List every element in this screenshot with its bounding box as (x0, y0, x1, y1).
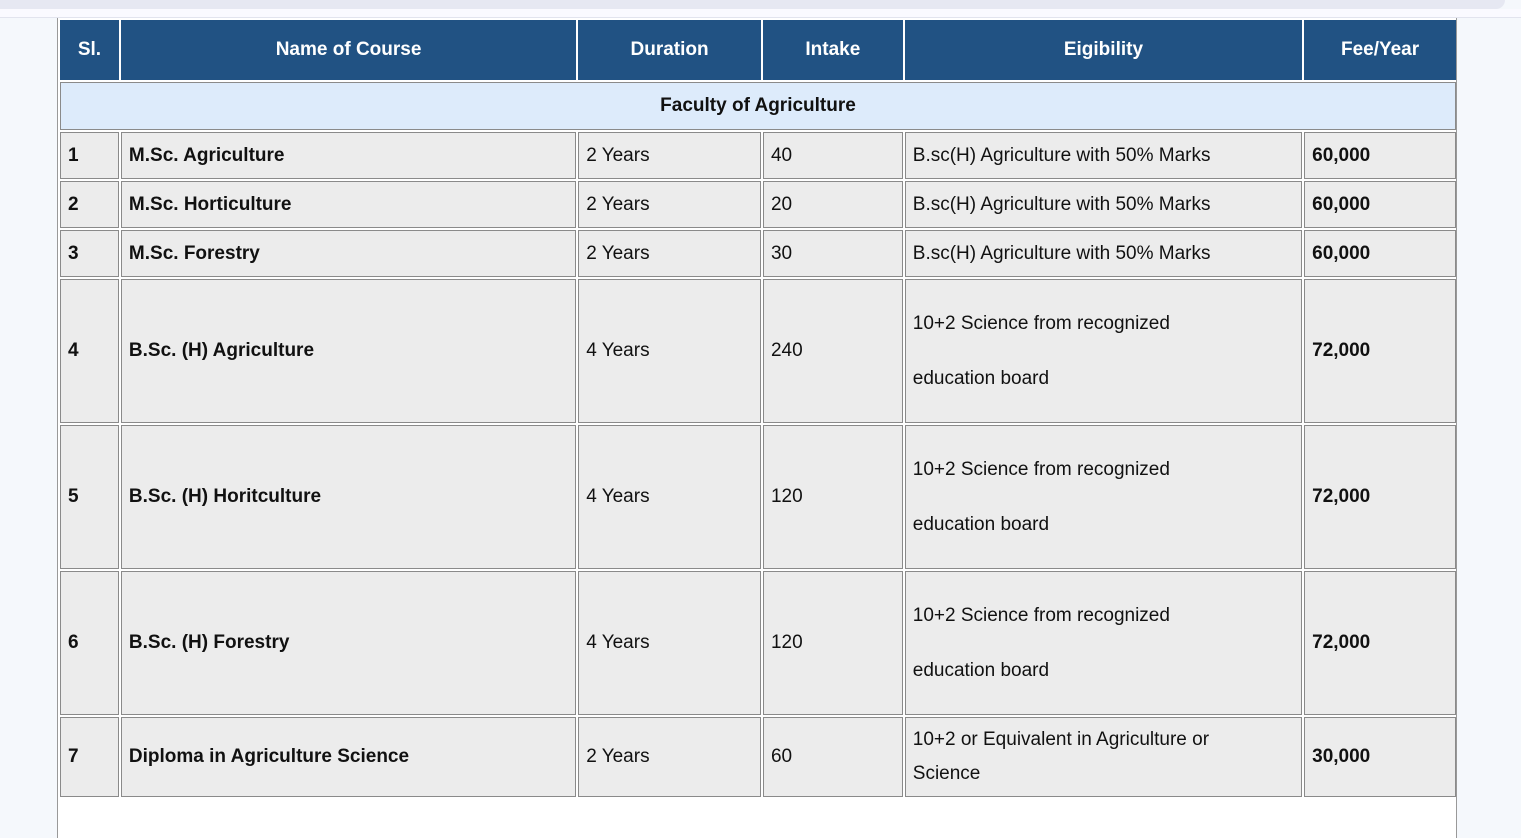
browser-top-bar (0, 0, 1505, 9)
cell-duration: 2 Years (578, 717, 761, 797)
header-sl: Sl. (60, 20, 119, 80)
eligibility-line: 10+2 Science from recognized (912, 605, 1170, 626)
cell-fee: 60,000 (1304, 181, 1456, 228)
table-row: 5 B.Sc. (H) Horitculture 4 Years 120 10+2 Sc… (60, 425, 1456, 569)
cell-duration: 2 Years (578, 181, 761, 228)
eligibility-line: education board (912, 368, 1050, 389)
table-container: Sl. Name of Course Duration Intake Eigib… (57, 18, 1457, 838)
cell-sl: 7 (60, 717, 119, 797)
cell-intake: 240 (762, 279, 903, 423)
cell-course-name: M.Sc. Agriculture (120, 132, 577, 179)
cell-intake: 30 (762, 230, 903, 277)
cell-fee: 60,000 (1304, 132, 1456, 179)
cell-fee: 60,000 (1304, 230, 1456, 277)
cell-course-name: B.Sc. (H) Forestry (120, 571, 577, 715)
cell-course-name: M.Sc. Horticulture (120, 181, 577, 228)
eligibility-line: education board (912, 514, 1050, 535)
cell-intake: 120 (762, 571, 903, 715)
cell-sl: 4 (60, 279, 119, 423)
cell-course-name: Diploma in Agriculture Science (120, 717, 577, 797)
table-header-row: Sl. Name of Course Duration Intake Eigib… (60, 20, 1456, 80)
cell-sl: 3 (60, 230, 119, 277)
table-row: 6 B.Sc. (H) Forestry 4 Years 120 10+2 Scienc… (60, 571, 1456, 715)
cell-intake: 20 (762, 181, 903, 228)
eligibility-line: education board (912, 660, 1050, 681)
eligibility-line: B.sc(H) Agriculture with 50% Marks (912, 193, 1211, 215)
header-course-name: Name of Course (120, 20, 577, 80)
cell-sl: 2 (60, 181, 119, 228)
eligibility-line: 10+2 or Equivalent in Agriculture or (912, 729, 1210, 750)
cell-duration: 4 Years (578, 425, 761, 569)
eligibility-line: B.sc(H) Agriculture with 50% Marks (912, 242, 1211, 264)
table-row: 4 B.Sc. (H) Agriculture 4 Years 240 10+2 Sci… (60, 279, 1456, 423)
header-intake: Intake (762, 20, 903, 80)
cell-intake: 60 (762, 717, 903, 797)
cell-intake: 120 (762, 425, 903, 569)
cell-eligibility: B.sc(H) Agriculture with 50% Marks (904, 230, 1303, 277)
table-row: 7 Diploma in Agriculture Science 2 Years 60… (60, 717, 1456, 797)
course-table: Sl. Name of Course Duration Intake Eigib… (58, 18, 1458, 799)
cell-eligibility: 10+2 Science from recognized education bo… (904, 425, 1303, 569)
cell-eligibility: B.sc(H) Agriculture with 50% Marks (904, 181, 1303, 228)
cell-duration: 4 Years (578, 279, 761, 423)
eligibility-line: B.sc(H) Agriculture with 50% Marks (912, 144, 1211, 166)
cell-duration: 2 Years (578, 230, 761, 277)
header-fee: Fee/Year (1304, 20, 1456, 80)
cell-sl: 6 (60, 571, 119, 715)
cell-fee: 72,000 (1304, 571, 1456, 715)
cell-fee: 72,000 (1304, 425, 1456, 569)
table-row: 2 M.Sc. Horticulture 2 Years 20 B.sc(H) Agri… (60, 181, 1456, 228)
eligibility-line: Science (912, 763, 981, 784)
cell-eligibility: B.sc(H) Agriculture with 50% Marks (904, 132, 1303, 179)
cell-eligibility: 10+2 Science from recognized education bo… (904, 571, 1303, 715)
cell-fee: 72,000 (1304, 279, 1456, 423)
section-row: Faculty of Agriculture (60, 82, 1456, 130)
table-row: 1 M.Sc. Agriculture 2 Years 40 B.sc(H) Agric… (60, 132, 1456, 179)
cell-sl: 1 (60, 132, 119, 179)
header-eligibility: Eigibility (904, 20, 1303, 80)
cell-duration: 4 Years (578, 571, 761, 715)
cell-eligibility: 10+2 or Equivalent in Agriculture or Scie… (904, 717, 1303, 797)
cell-intake: 40 (762, 132, 903, 179)
cell-course-name: B.Sc. (H) Horitculture (120, 425, 577, 569)
header-duration: Duration (578, 20, 761, 80)
cell-fee: 30,000 (1304, 717, 1456, 797)
cell-course-name: M.Sc. Forestry (120, 230, 577, 277)
eligibility-line: 10+2 Science from recognized (912, 313, 1170, 334)
cell-sl: 5 (60, 425, 119, 569)
table-row: 3 M.Sc. Forestry 2 Years 30 B.sc(H) Agricult… (60, 230, 1456, 277)
cell-duration: 2 Years (578, 132, 761, 179)
section-title: Faculty of Agriculture (60, 82, 1456, 130)
eligibility-line: 10+2 Science from recognized (912, 459, 1170, 480)
cell-course-name: B.Sc. (H) Agriculture (120, 279, 577, 423)
cell-eligibility: 10+2 Science from recognized education bo… (904, 279, 1303, 423)
page-header-strip (0, 9, 1521, 18)
